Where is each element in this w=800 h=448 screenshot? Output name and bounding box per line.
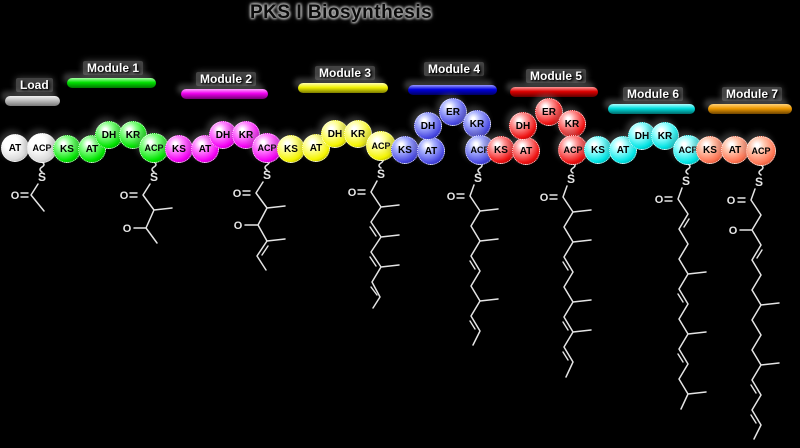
domain-ks: KS	[165, 135, 193, 163]
double-bond	[549, 194, 569, 361]
bond	[562, 185, 592, 378]
double-bond	[242, 190, 269, 256]
domain-acp: ACP	[746, 136, 776, 166]
module-bar-2	[181, 89, 268, 99]
product-structure-1: S O O	[120, 161, 173, 244]
module-bar-4	[408, 85, 497, 95]
product-structure-7: S O O	[727, 164, 780, 440]
domain-dh: DH	[414, 112, 442, 140]
product-structure-4: S O	[447, 162, 499, 346]
module-bar-1	[67, 78, 156, 88]
module-label-load: Load	[16, 78, 53, 92]
oxygen-atom: O	[120, 190, 129, 202]
domain-at: AT	[417, 137, 445, 165]
double-bond	[737, 197, 763, 424]
module-label-3: Module 3	[315, 66, 376, 80]
sulfur-atom: S	[38, 170, 46, 184]
oxygen-atom: O	[233, 188, 242, 200]
domain-at: AT	[1, 134, 29, 162]
product-structure-5: S O	[540, 162, 592, 378]
product-structure-3: S O	[348, 157, 400, 309]
domain-dh: DH	[509, 112, 537, 140]
bond	[677, 187, 707, 410]
ppant-arm	[39, 161, 45, 173]
sulfur-atom: S	[474, 171, 482, 185]
ppant-arm	[151, 161, 157, 173]
module-label-2: Module 2	[196, 72, 257, 86]
domain-ks: KS	[584, 136, 612, 164]
domain-at: AT	[721, 136, 749, 164]
ppant-arm	[685, 163, 691, 175]
oxygen-atom: O	[123, 223, 132, 235]
oxygen-atom: O	[11, 190, 20, 202]
product-structure-6: S O	[655, 163, 707, 410]
double-bond	[456, 193, 476, 330]
bond	[133, 183, 173, 244]
product-structure-load: S O	[11, 161, 46, 212]
module-label-4: Module 4	[424, 62, 485, 76]
sulfur-atom: S	[567, 172, 575, 186]
domain-kr: KR	[119, 121, 147, 149]
module-label-1: Module 1	[83, 61, 144, 75]
domain-ks: KS	[487, 136, 515, 164]
module-label-5: Module 5	[526, 69, 587, 83]
sulfur-atom: S	[682, 174, 690, 188]
double-bond	[129, 192, 138, 198]
domain-at: AT	[78, 135, 106, 163]
module-bar-3	[298, 83, 388, 93]
double-bond	[20, 192, 29, 198]
module-bar-7	[708, 104, 792, 114]
module-label-7: Module 7	[722, 87, 783, 101]
oxygen-atom: O	[540, 192, 549, 204]
domain-ks: KS	[391, 136, 419, 164]
product-structure-2: S O O	[233, 159, 286, 271]
double-bond	[664, 196, 690, 363]
oxygen-atom: O	[447, 191, 456, 203]
oxygen-atom: O	[348, 187, 357, 199]
bond	[370, 180, 400, 309]
double-bond	[357, 189, 378, 296]
module-label-6: Module 6	[623, 87, 684, 101]
oxygen-atom: O	[727, 195, 736, 207]
domain-acp: ACP	[27, 133, 57, 163]
sulfur-atom: S	[377, 167, 385, 181]
domain-ks: KS	[277, 135, 305, 163]
sulfur-atom: S	[150, 170, 158, 184]
sulfur-atom: S	[263, 168, 271, 182]
sulfur-atom: S	[755, 175, 763, 189]
bond	[739, 188, 780, 440]
oxygen-atom: O	[655, 194, 664, 206]
domain-kr: KR	[463, 110, 491, 138]
bond	[469, 184, 499, 346]
domain-ks: KS	[53, 135, 81, 163]
domain-er: ER	[439, 98, 467, 126]
module-bar-load	[5, 96, 60, 106]
oxygen-atom: O	[729, 225, 738, 237]
bond	[30, 183, 45, 212]
domain-acp: ACP	[558, 135, 588, 165]
domain-ks: KS	[696, 136, 724, 164]
module-bar-5	[510, 87, 598, 97]
ppant-arm	[758, 164, 764, 176]
bond	[244, 181, 286, 271]
domain-dh: DH	[95, 121, 123, 149]
domain-acp: ACP	[252, 133, 282, 163]
domain-kr: KR	[558, 110, 586, 138]
oxygen-atom: O	[234, 220, 243, 232]
module-bar-6	[608, 104, 695, 114]
page-title: PKS I Biosynthesis	[250, 2, 433, 23]
domain-at: AT	[512, 137, 540, 165]
